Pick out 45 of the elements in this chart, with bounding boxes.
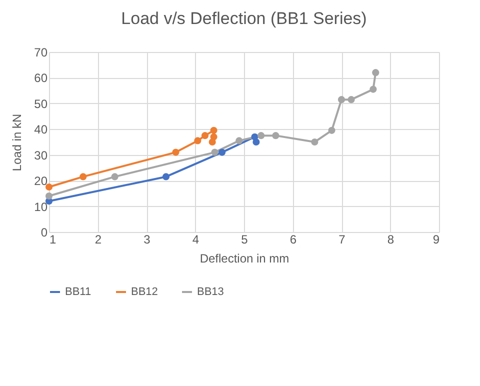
legend-label: BB12 [131,286,158,298]
point [258,132,265,140]
point [111,173,118,180]
legend-label: BB13 [197,286,224,298]
legend-label: BB11 [65,286,92,298]
point [328,126,336,134]
point [211,148,218,156]
x-tick-label: 5 [241,232,248,246]
point [236,137,243,144]
point [80,173,87,180]
point [370,86,377,93]
point [252,138,260,146]
chart-title: Load v/s Deflection (BB1 Series) [121,9,367,28]
point [45,192,53,200]
point [311,138,318,146]
point [338,96,346,104]
y-axis-title: Load in kN [10,114,24,172]
point [372,69,380,76]
point [210,126,218,134]
point [348,96,355,104]
point [172,148,180,156]
x-tick-label: 4 [192,232,200,246]
x-tick-label: 3 [144,232,151,246]
y-tick-label: 20 [34,174,48,188]
point [272,132,280,140]
y-tick-label: 50 [34,96,48,111]
y-tick-label: 0 [40,226,48,240]
x-tick-label: 9 [432,232,440,246]
point [194,137,202,144]
x-tick-label: 7 [338,232,346,246]
y-tick-label: 70 [34,46,48,60]
point [218,148,226,156]
x-tick-label: 2 [94,232,102,246]
point [208,138,216,146]
point [45,183,53,191]
x-tick-label: 6 [290,232,297,246]
y-tick-label: 60 [34,71,48,86]
y-tick-label: 40 [34,122,48,137]
x-axis-title: Deflection in mm [200,252,290,266]
x-tick-label: 8 [387,232,394,246]
point [201,132,209,140]
point [162,173,170,180]
y-tick-label: 10 [34,200,48,214]
y-tick-label: 30 [34,148,48,162]
x-tick-label: 1 [50,232,56,246]
